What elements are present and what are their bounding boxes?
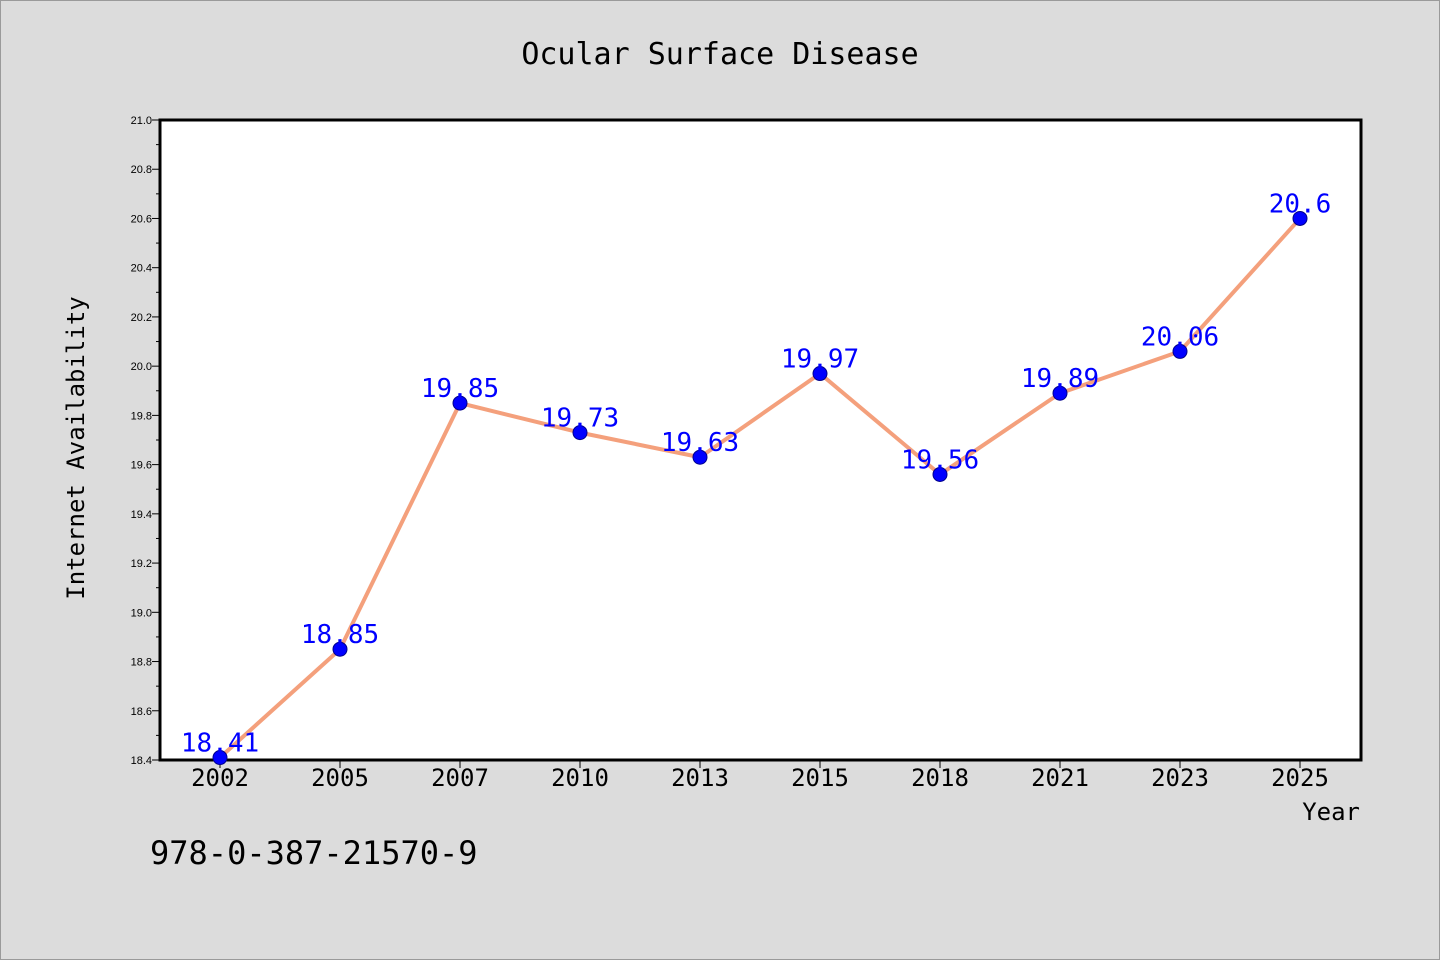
x-tick-label: 2005 bbox=[311, 764, 369, 792]
y-axis-label: Internet Availability bbox=[62, 296, 90, 599]
x-tick-label: 2013 bbox=[671, 764, 729, 792]
y-tick-label: 18.8 bbox=[131, 657, 152, 669]
data-point bbox=[1292, 210, 1308, 226]
x-tick-label: 2007 bbox=[431, 764, 489, 792]
data-label: 19.97 bbox=[781, 345, 859, 375]
data-label: 19.56 bbox=[901, 445, 979, 475]
x-tick-label: 2018 bbox=[911, 764, 969, 792]
footer-note: 978-0-387-21570-9 bbox=[150, 834, 478, 872]
x-axis-label: Year bbox=[1302, 798, 1360, 826]
x-tick-label: 2021 bbox=[1031, 764, 1089, 792]
x-axis: 2002 2005 2007 2010 2013 2015 2018 2021 2023 2025 bbox=[191, 760, 1329, 792]
y-tick-label: 18.4 bbox=[131, 755, 152, 767]
data-point bbox=[212, 750, 228, 766]
data-point bbox=[572, 425, 588, 441]
y-tick-label: 20.8 bbox=[131, 164, 152, 176]
plot-area bbox=[158, 118, 1363, 762]
data-label: 20.06 bbox=[1141, 322, 1219, 352]
series-line bbox=[218, 217, 1302, 760]
y-tick-label: 19.6 bbox=[131, 460, 152, 472]
x-tick-label: 2015 bbox=[791, 764, 849, 792]
y-axis: 18.4 18.6 18.8 19.0 19.2 19.4 19.6 19.8 20.0 20.2… bbox=[131, 115, 160, 767]
data-point bbox=[1052, 385, 1068, 401]
data-label: 19.85 bbox=[421, 374, 499, 404]
y-tick-label: 20.0 bbox=[131, 361, 152, 373]
data-label: 18.41 bbox=[181, 729, 259, 759]
y-tick-label: 20.2 bbox=[131, 312, 152, 324]
data-point bbox=[452, 395, 468, 411]
data-label: 19.73 bbox=[541, 404, 619, 434]
y-tick-label: 19.2 bbox=[131, 558, 152, 570]
data-point bbox=[332, 641, 348, 657]
x-tick-label: 2002 bbox=[191, 764, 249, 792]
data-point bbox=[692, 449, 708, 465]
y-tick-label: 20.4 bbox=[131, 263, 152, 275]
y-tick-label: 19.4 bbox=[131, 509, 152, 521]
y-tick-label: 19.8 bbox=[131, 410, 152, 422]
data-label: 19.63 bbox=[661, 428, 739, 458]
data-label: 19.89 bbox=[1021, 364, 1099, 394]
y-tick-label: 18.6 bbox=[131, 706, 152, 718]
y-tick-label: 19.0 bbox=[131, 607, 152, 619]
x-tick-label: 2025 bbox=[1271, 764, 1329, 792]
data-point bbox=[932, 466, 948, 482]
data-point bbox=[1172, 343, 1188, 359]
series-group: 18.41 18.85 19.85 19.73 19.63 19.97 19.56 19.89… bbox=[181, 189, 1332, 766]
chart-title: Ocular Surface Disease bbox=[521, 37, 918, 72]
data-label: 18.85 bbox=[301, 620, 379, 650]
y-tick-label: 20.6 bbox=[131, 213, 152, 225]
x-tick-label: 2023 bbox=[1151, 764, 1209, 792]
x-tick-label: 2010 bbox=[551, 764, 609, 792]
y-tick-label: 21.0 bbox=[131, 115, 152, 127]
data-point bbox=[812, 366, 828, 382]
data-label: 20.6 bbox=[1269, 189, 1332, 219]
